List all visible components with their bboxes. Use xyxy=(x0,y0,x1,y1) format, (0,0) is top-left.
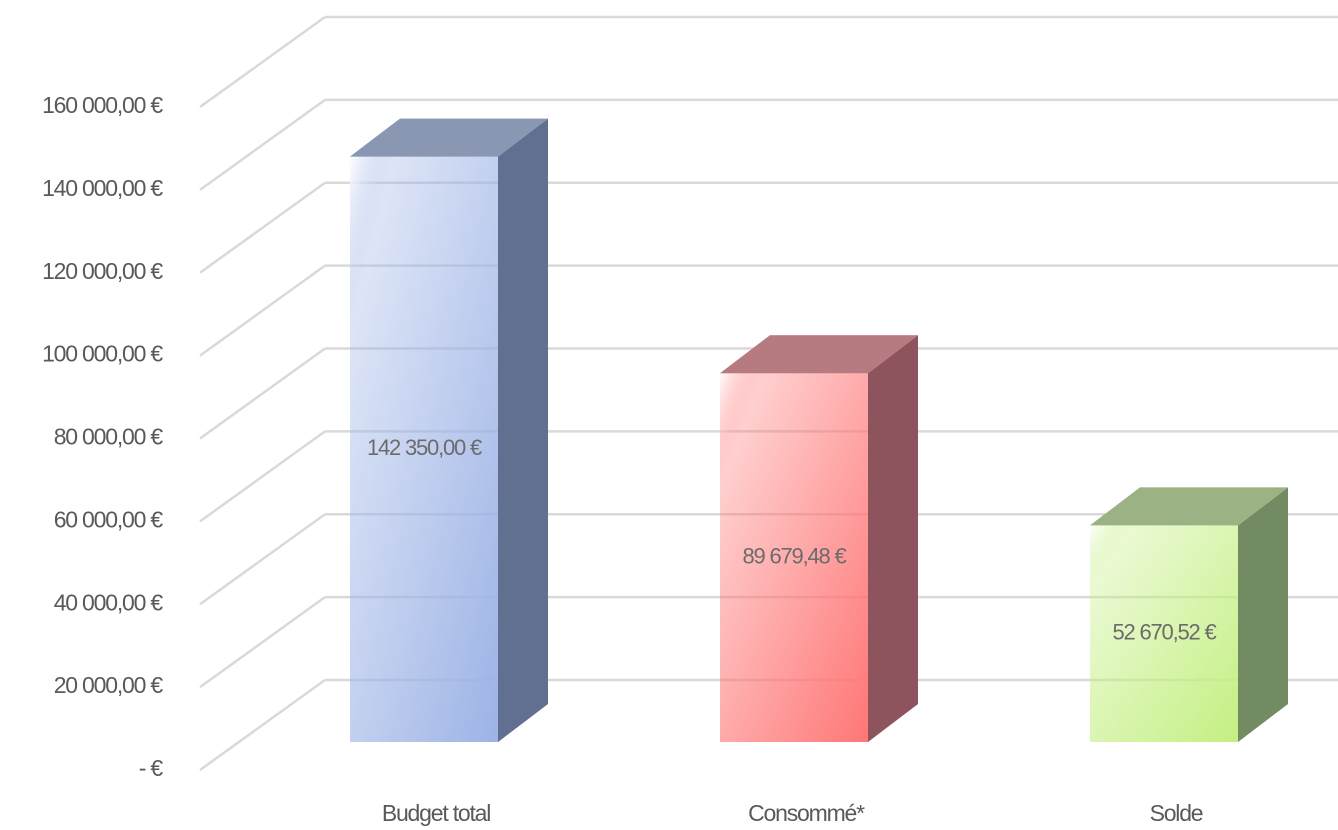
y-tick-label: 40 000,00 € xyxy=(54,589,164,615)
y-tick-label: - € xyxy=(139,755,164,781)
grid-line-side xyxy=(199,264,326,357)
y-tick-label: 140 000,00 € xyxy=(42,175,163,201)
y-tick-label: 120 000,00 € xyxy=(42,258,163,284)
grid-line-side xyxy=(199,15,326,109)
y-tick-label: 60 000,00 € xyxy=(54,506,164,532)
x-tick-label: Budget total xyxy=(382,800,490,826)
x-tick-label: Consommé* xyxy=(748,800,865,826)
y-tick-label: 20 000,00 € xyxy=(54,672,164,698)
bar-side-shade xyxy=(498,118,548,742)
bar-top-shade xyxy=(720,335,918,374)
bar xyxy=(1090,487,1288,742)
bar-side-shade xyxy=(868,335,918,742)
bar-side-shade xyxy=(1238,487,1288,742)
bar xyxy=(350,118,548,742)
bar-front xyxy=(350,156,498,742)
bar-top-shade xyxy=(350,118,548,157)
y-tick-label: 100 000,00 € xyxy=(42,341,163,367)
grid-line-side xyxy=(199,596,326,689)
data-label: 89 679,48 € xyxy=(742,543,846,568)
y-tick-label: 80 000,00 € xyxy=(54,424,164,450)
data-label: 142 350,00 € xyxy=(367,435,482,460)
grid-line-side xyxy=(199,430,326,523)
grid-line-side xyxy=(199,98,326,191)
bar-top-shade xyxy=(1090,487,1288,526)
grid-line-side xyxy=(199,678,326,772)
grid-line-side xyxy=(199,513,326,606)
x-tick-label: Solde xyxy=(1150,800,1203,826)
bar xyxy=(720,335,918,742)
data-label: 52 670,52 € xyxy=(1112,620,1216,645)
bar-front xyxy=(720,373,868,742)
grid-line-side xyxy=(199,181,326,274)
y-tick-label: 160 000,00 € xyxy=(42,92,163,118)
grid-line-side xyxy=(199,347,326,440)
bar-front xyxy=(1090,525,1238,742)
